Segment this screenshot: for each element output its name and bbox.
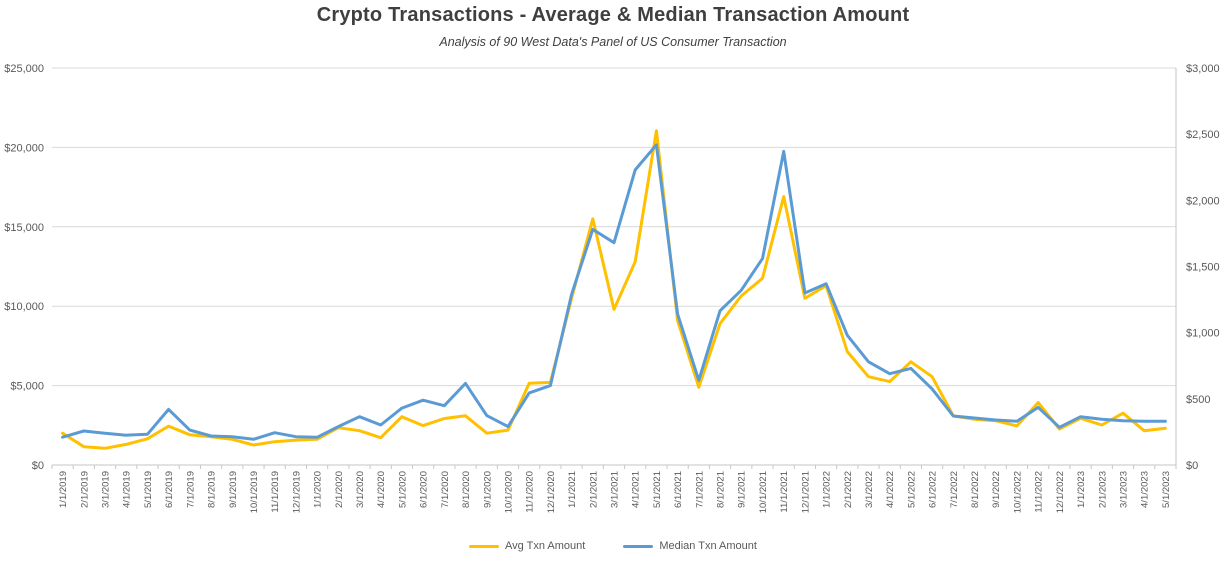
x-axis-label: 4/1/2021 [631, 471, 642, 508]
chart-title: Crypto Transactions - Average & Median T… [316, 4, 910, 26]
x-axis-label: 9/1/2019 [228, 471, 239, 508]
right-y-axis-label: $2,500 [1186, 129, 1220, 141]
x-axis-label: 7/1/2022 [949, 471, 960, 508]
left-y-axis-label: $0 [32, 460, 44, 472]
x-axis-label: 8/1/2021 [716, 471, 727, 508]
median-line-swatch [623, 544, 654, 548]
x-axis-label: 1/1/2021 [567, 471, 578, 508]
x-axis-label: 10/1/2022 [1012, 471, 1023, 513]
x-axis-label: 2/1/2023 [1097, 471, 1108, 508]
x-axis-label: 6/1/2020 [419, 471, 430, 508]
x-axis-label: 7/1/2021 [694, 471, 705, 508]
x-axis-label: 8/1/2020 [461, 471, 472, 508]
x-axis-label: 6/1/2019 [164, 471, 175, 508]
left-y-axis-label: $5,000 [10, 381, 44, 393]
x-axis-label: 1/1/2020 [313, 471, 324, 508]
x-axis-label: 8/1/2019 [207, 471, 218, 508]
x-axis-label: 1/1/2023 [1076, 471, 1087, 508]
x-axis-label: 1/1/2019 [58, 471, 69, 508]
left-y-axis-label: $20,000 [4, 142, 44, 154]
chart-legend: Avg Txn Amount Median Txn Amount [0, 540, 1226, 552]
right-y-axis-label: $0 [1186, 460, 1198, 472]
legend-item-avg[interactable]: Avg Txn Amount [469, 540, 585, 552]
x-axis-label: 5/1/2020 [397, 471, 408, 508]
x-axis-label: 2/1/2021 [588, 471, 599, 508]
left-y-axis-label: $15,000 [4, 222, 44, 234]
x-axis-label: 10/1/2021 [758, 471, 769, 513]
x-axis-label: 2/1/2019 [79, 471, 90, 508]
left-y-axis-label: $25,000 [4, 63, 44, 75]
x-axis-label: 2/1/2020 [334, 471, 345, 508]
x-axis-label: 4/1/2019 [122, 471, 133, 508]
x-axis-label: 6/1/2021 [673, 471, 684, 508]
x-axis-label: 6/1/2022 [928, 471, 939, 508]
right-y-axis-label: $3,000 [1186, 63, 1220, 75]
x-axis-label: 3/1/2021 [610, 471, 621, 508]
x-axis-label: 5/1/2023 [1161, 471, 1172, 508]
x-axis-label: 12/1/2022 [1055, 471, 1066, 513]
x-axis-label: 2/1/2022 [843, 471, 854, 508]
x-axis-label: 3/1/2023 [1118, 471, 1129, 508]
x-axis-label: 4/1/2022 [885, 471, 896, 508]
x-axis-label: 10/1/2020 [503, 471, 514, 513]
x-axis-label: 12/1/2021 [800, 471, 811, 513]
x-axis-label: 3/1/2020 [355, 471, 366, 508]
x-axis-label: 4/1/2020 [376, 471, 387, 508]
x-axis-label: 7/1/2020 [440, 471, 451, 508]
x-axis-label: 3/1/2019 [101, 471, 112, 508]
right-y-axis-label: $1,000 [1186, 328, 1220, 340]
x-axis-label: 1/1/2022 [822, 471, 833, 508]
chart-subtitle: Analysis of 90 West Data's Panel of US C… [439, 35, 787, 49]
right-y-axis-label: $500 [1186, 394, 1210, 406]
x-axis-label: 5/1/2021 [652, 471, 663, 508]
legend-label-avg: Avg Txn Amount [505, 540, 586, 552]
median-line [61, 143, 1167, 441]
x-axis-label: 11/1/2020 [525, 471, 536, 513]
right-y-axis-label: $2,000 [1186, 195, 1220, 207]
x-axis-label: 5/1/2019 [143, 471, 154, 508]
x-axis-label: 9/1/2022 [991, 471, 1002, 508]
x-axis-label: 12/1/2019 [291, 471, 302, 513]
x-axis-label: 3/1/2022 [864, 471, 875, 508]
x-axis-label: 5/1/2022 [906, 471, 917, 508]
legend-label-median: Median Txn Amount [659, 540, 757, 552]
x-axis-label: 12/1/2020 [546, 471, 557, 513]
x-axis-label: 8/1/2022 [970, 471, 981, 508]
x-axis-label: 7/1/2019 [185, 471, 196, 508]
x-axis-label: 9/1/2020 [482, 471, 493, 508]
x-axis-label: 10/1/2019 [249, 471, 260, 513]
x-axis-label: 9/1/2021 [737, 471, 748, 508]
avg-line [61, 129, 1167, 450]
right-y-axis-label: $1,500 [1186, 262, 1220, 274]
x-axis-label: 11/1/2019 [270, 471, 281, 513]
x-axis-label: 4/1/2023 [1140, 471, 1151, 508]
x-axis-label: 11/1/2022 [1034, 471, 1045, 513]
legend-item-median[interactable]: Median Txn Amount [623, 540, 757, 552]
x-axis-label: 11/1/2021 [779, 471, 790, 513]
left-y-axis-label: $10,000 [4, 301, 44, 313]
avg-line-swatch [469, 544, 500, 548]
